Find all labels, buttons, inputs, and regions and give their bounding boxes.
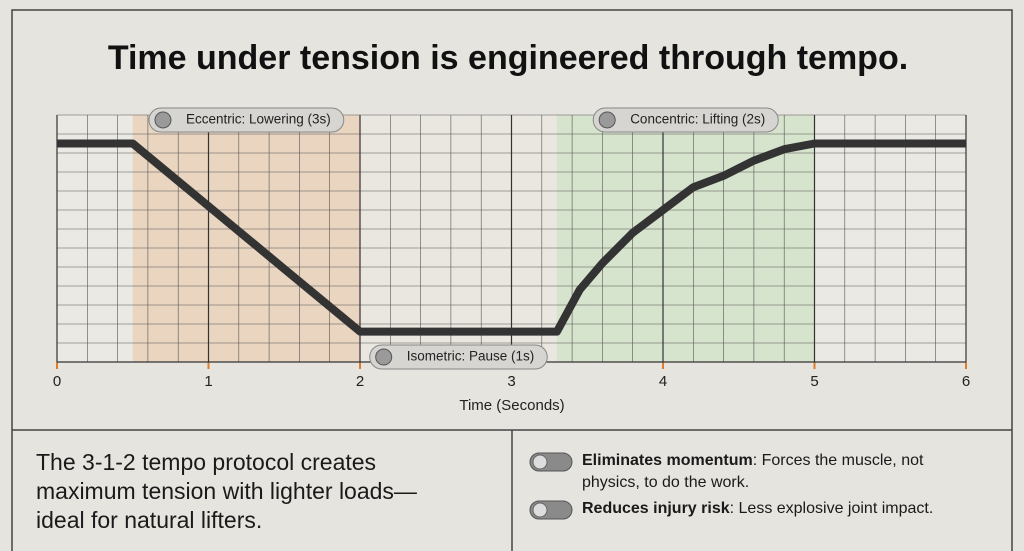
x-tick-label: 2 bbox=[356, 373, 364, 390]
x-tick-label: 5 bbox=[810, 373, 818, 390]
bullet: Eliminates momentum: Forces the muscle, … bbox=[582, 450, 972, 494]
frame bbox=[11, 9, 1013, 551]
bullet-lead: Eliminates momentum bbox=[582, 452, 753, 469]
phase-band bbox=[360, 115, 557, 362]
x-tick-label: 4 bbox=[659, 373, 667, 390]
pill-knob bbox=[598, 111, 616, 129]
x-axis-label: Time (Seconds) bbox=[459, 397, 564, 414]
phase-label: Concentric: Lifting (2s) bbox=[630, 112, 765, 127]
bullet-text: : Less explosive joint impact. bbox=[729, 500, 934, 517]
chart-title: Time under tension is engineered through… bbox=[108, 39, 908, 77]
pill-knob bbox=[154, 111, 172, 129]
x-tick-label: 6 bbox=[962, 373, 970, 390]
toggle-icon bbox=[529, 500, 573, 520]
x-tick-label: 3 bbox=[507, 373, 515, 390]
plot: 0 1 2 3 4 5 6 Eccentric: Lowering (3s) Isometric… bbox=[53, 107, 970, 390]
phase-pill bbox=[148, 107, 345, 133]
bullet-lead: Reduces injury risk bbox=[582, 500, 730, 517]
bullet-text: : Forces the muscle, not physics, to do … bbox=[582, 452, 924, 491]
x-tick-label: 1 bbox=[204, 373, 212, 390]
toggle-icon bbox=[529, 452, 573, 472]
pill-knob bbox=[375, 348, 393, 366]
phase-label: Isometric: Pause (1s) bbox=[407, 349, 535, 364]
phase-pill bbox=[369, 344, 548, 370]
x-tick-label: 0 bbox=[53, 373, 61, 390]
phase-label: Eccentric: Lowering (3s) bbox=[186, 112, 331, 127]
bullet: Reduces injury risk: Less explosive join… bbox=[582, 498, 972, 520]
line bbox=[57, 139, 966, 336]
summary: The 3-1-2 tempo protocol creates maximum… bbox=[36, 449, 417, 533]
phase-pill bbox=[592, 107, 779, 133]
